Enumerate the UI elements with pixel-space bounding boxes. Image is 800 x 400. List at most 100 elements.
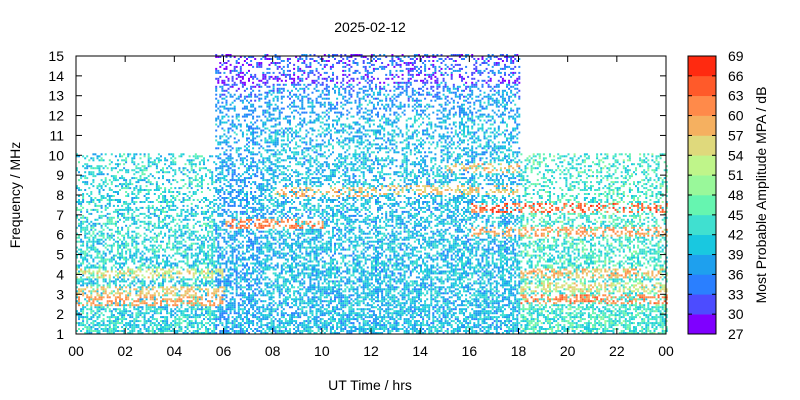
heatmap-cell	[180, 322, 183, 325]
heatmap-cell	[135, 250, 138, 253]
heatmap-cell	[106, 232, 109, 235]
heatmap-cell	[96, 222, 99, 225]
heatmap-cell	[205, 284, 207, 287]
heatmap-cell	[84, 230, 87, 233]
heatmap-cell	[229, 300, 232, 303]
chart-title: 2025-02-12	[334, 19, 406, 35]
heatmap-cell	[270, 141, 273, 144]
heatmap-cell	[153, 302, 156, 305]
heatmap-cell	[274, 153, 277, 156]
heatmap-cell	[92, 322, 95, 325]
heatmap-cell	[110, 316, 113, 319]
heatmap-cell	[188, 278, 191, 281]
heatmap-cell	[237, 153, 240, 156]
heatmap-cell	[215, 288, 218, 291]
heatmap-cell	[121, 187, 124, 190]
heatmap-cell	[160, 274, 162, 277]
heatmap-cell	[241, 250, 244, 253]
heatmap-cell	[219, 65, 222, 68]
heatmap-cell	[135, 276, 138, 279]
heatmap-cell	[186, 214, 189, 217]
heatmap-cell	[190, 208, 193, 211]
heatmap-cell	[78, 187, 80, 190]
heatmap-cell	[233, 69, 236, 72]
heatmap-cell	[217, 260, 220, 263]
heatmap-cell	[217, 208, 220, 211]
heatmap-cell	[145, 294, 148, 297]
heatmap-cell	[266, 268, 269, 271]
heatmap-cell	[90, 310, 93, 313]
heatmap-cell	[219, 314, 222, 317]
heatmap-cell	[96, 185, 99, 188]
heatmap-cell	[258, 143, 261, 146]
heatmap-cell	[110, 199, 113, 201]
heatmap-cell	[123, 212, 126, 215]
heatmap-cell	[270, 195, 273, 197]
heatmap-cell	[194, 318, 197, 321]
heatmap-cell	[172, 163, 175, 166]
heatmap-cell	[243, 107, 246, 110]
heatmap-cell	[233, 230, 236, 233]
heatmap-cell	[98, 296, 101, 299]
heatmap-cell	[237, 310, 240, 313]
heatmap-cell	[190, 266, 193, 269]
heatmap-cell	[151, 318, 154, 321]
heatmap-cell	[248, 129, 250, 132]
heatmap-cell	[262, 266, 265, 269]
heatmap-cell	[266, 324, 269, 327]
heatmap-cell	[168, 206, 171, 209]
heatmap-cell	[235, 232, 238, 235]
heatmap-cell	[225, 278, 228, 281]
heatmap-cell	[254, 310, 257, 313]
heatmap-cell	[256, 278, 259, 281]
heatmap-cell	[209, 308, 212, 311]
heatmap-cell	[90, 330, 93, 332]
heatmap-cell	[270, 308, 273, 311]
heatmap-cell	[90, 296, 93, 299]
heatmap-cell	[260, 240, 263, 243]
heatmap-cell	[235, 224, 238, 227]
heatmap-cell	[117, 308, 119, 311]
heatmap-cell	[139, 320, 142, 323]
heatmap-cell	[252, 322, 255, 325]
heatmap-cell	[188, 294, 191, 297]
heatmap-cell	[241, 332, 244, 334]
heatmap-cell	[170, 278, 173, 281]
heatmap-cell	[114, 185, 117, 188]
heatmap-cell	[108, 189, 111, 191]
heatmap-cell	[178, 228, 181, 231]
heatmap-cell	[178, 214, 181, 217]
heatmap-cell	[223, 151, 226, 154]
heatmap-cell	[190, 296, 193, 299]
heatmap-cell	[235, 179, 238, 182]
heatmap-cell	[274, 139, 277, 142]
heatmap-cell	[174, 244, 177, 247]
heatmap-cell	[266, 240, 269, 243]
heatmap-cell	[153, 272, 156, 275]
heatmap-cell	[203, 332, 205, 334]
heatmap-cell	[88, 266, 91, 269]
heatmap-cell	[264, 95, 267, 98]
heatmap-cell	[172, 324, 175, 327]
heatmap-cell	[104, 266, 107, 269]
heatmap-cell	[117, 163, 119, 166]
heatmap-cell	[231, 322, 234, 325]
heatmap-cell	[266, 294, 269, 297]
heatmap-cell	[184, 294, 187, 297]
heatmap-cell	[117, 214, 119, 217]
heatmap-cell	[229, 222, 232, 225]
heatmap-cell	[86, 304, 89, 307]
heatmap-cell	[166, 204, 169, 207]
heatmap-cell	[153, 270, 156, 273]
heatmap-cell	[143, 153, 146, 156]
heatmap-cell	[209, 254, 212, 257]
heatmap-cell	[264, 131, 267, 134]
heatmap-cell	[164, 308, 167, 311]
heatmap-cell	[94, 228, 97, 231]
heatmap-cell	[256, 236, 259, 239]
heatmap-cell	[270, 185, 273, 188]
heatmap-cell	[145, 189, 148, 191]
heatmap-cell	[219, 280, 222, 283]
heatmap-cell	[241, 320, 244, 323]
heatmap-cell	[147, 268, 150, 271]
